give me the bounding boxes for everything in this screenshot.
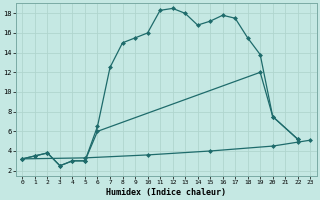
X-axis label: Humidex (Indice chaleur): Humidex (Indice chaleur) <box>106 188 226 197</box>
